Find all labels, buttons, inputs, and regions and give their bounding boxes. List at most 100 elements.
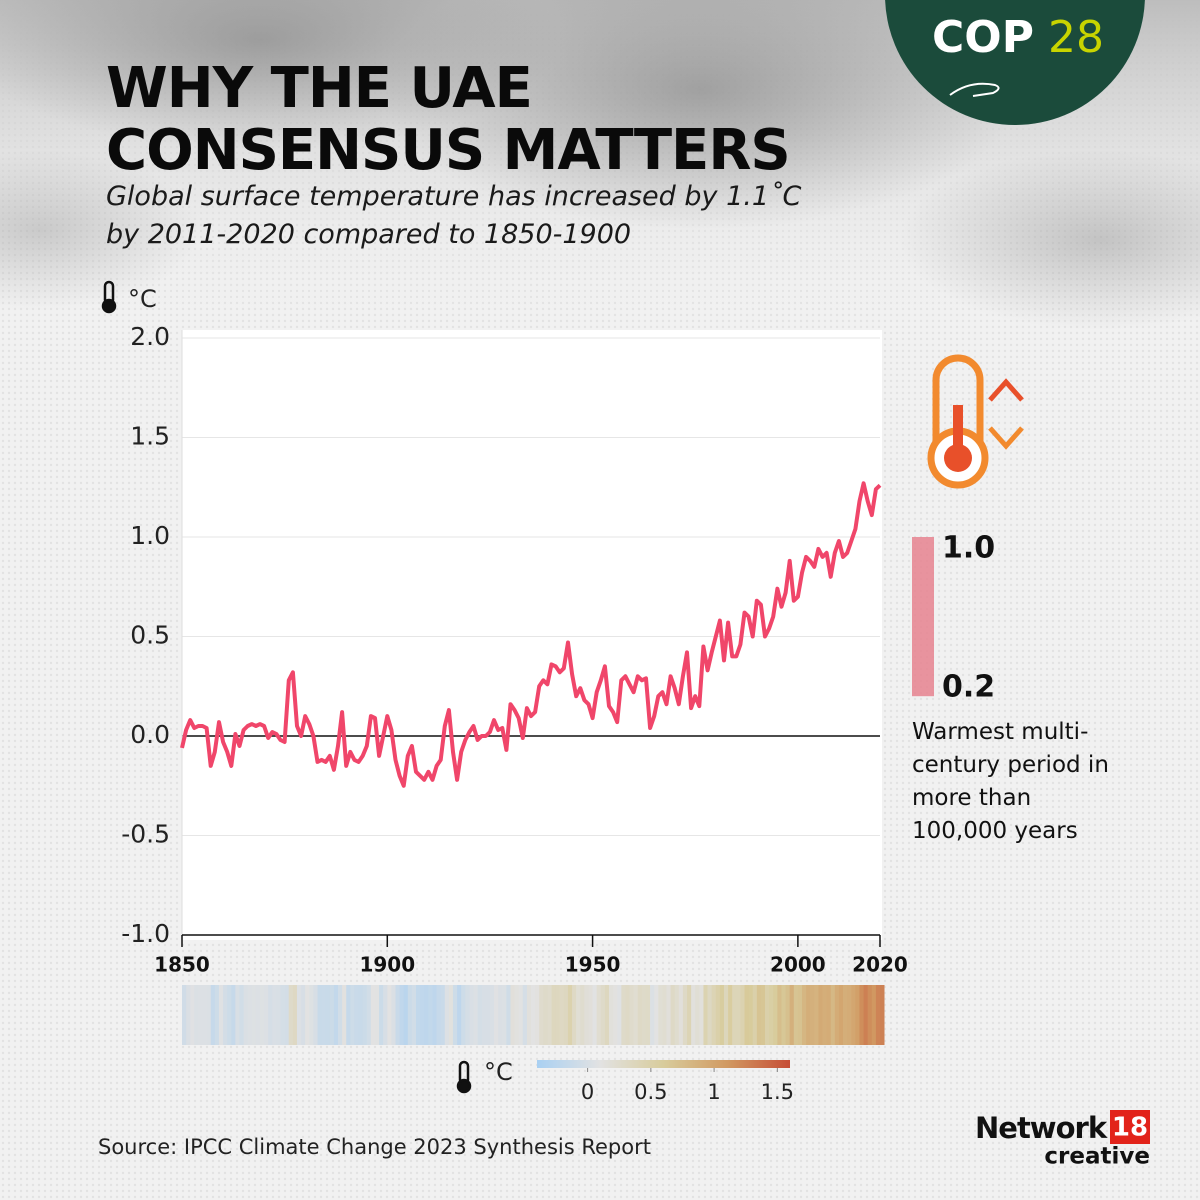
stripe xyxy=(227,985,232,1045)
stripe xyxy=(231,985,236,1045)
stripe xyxy=(547,985,552,1045)
stripe xyxy=(707,985,713,1045)
stripe xyxy=(338,985,343,1045)
stripe xyxy=(309,985,314,1045)
stripe xyxy=(744,985,750,1045)
stripe xyxy=(543,985,548,1045)
stripe xyxy=(358,985,364,1045)
stripe xyxy=(379,985,384,1045)
stripe xyxy=(321,985,327,1045)
stripe xyxy=(691,985,696,1045)
stripe xyxy=(604,985,610,1045)
stripe xyxy=(732,985,737,1045)
stripe xyxy=(810,985,815,1045)
stripe xyxy=(276,985,281,1045)
stripe xyxy=(333,985,339,1045)
stripe xyxy=(251,985,257,1045)
warming-icon xyxy=(927,354,1024,489)
stripe xyxy=(814,985,819,1045)
stripe xyxy=(859,985,864,1045)
stripe xyxy=(428,985,433,1045)
stripe xyxy=(452,985,458,1045)
stripe xyxy=(305,985,310,1045)
stripe xyxy=(703,985,708,1045)
stripe xyxy=(867,985,873,1045)
stripe xyxy=(793,985,799,1045)
stripe xyxy=(687,985,692,1045)
y-tick-label: 2.0 xyxy=(130,322,170,351)
colorbar xyxy=(537,1060,790,1068)
stripe xyxy=(522,985,528,1045)
stripe xyxy=(457,985,462,1045)
stripe xyxy=(609,985,614,1045)
stripe xyxy=(801,985,807,1045)
stripe xyxy=(678,985,684,1045)
stripe xyxy=(243,985,249,1045)
stripe xyxy=(424,985,429,1045)
stripe xyxy=(637,985,643,1045)
thermometer-icon xyxy=(456,1060,472,1094)
stripe xyxy=(235,985,240,1045)
stripe xyxy=(440,985,446,1045)
stripe xyxy=(629,985,635,1045)
stripe xyxy=(830,985,836,1045)
stripe xyxy=(477,985,483,1045)
stripe xyxy=(765,985,770,1045)
x-tick-label: 1950 xyxy=(565,953,621,977)
stripe xyxy=(387,985,392,1045)
brand-name: Network xyxy=(975,1111,1108,1145)
stripe xyxy=(506,985,511,1045)
x-tick-label: 1900 xyxy=(359,953,415,977)
stripe xyxy=(296,985,302,1045)
range-label: 0.2 xyxy=(942,670,995,705)
stripe xyxy=(682,985,688,1045)
stripe xyxy=(247,985,253,1045)
stripe xyxy=(723,985,729,1045)
stripe xyxy=(370,985,376,1045)
stripe xyxy=(576,985,581,1045)
stripe xyxy=(806,985,811,1045)
stripe xyxy=(362,985,368,1045)
stripe xyxy=(818,985,823,1045)
colorbar-tick-label: 1.5 xyxy=(761,1080,794,1104)
stripe xyxy=(875,985,881,1045)
stripe xyxy=(617,985,622,1045)
stripe xyxy=(502,985,507,1045)
chart-title: WHY THE UAE CONSENSUS MATTERS xyxy=(106,56,791,183)
brand-box xyxy=(1110,1110,1150,1144)
stripe xyxy=(255,985,261,1045)
stripe xyxy=(223,985,228,1045)
stripe xyxy=(346,985,351,1045)
stripe xyxy=(641,985,647,1045)
stripe xyxy=(588,985,593,1045)
stripe xyxy=(264,985,269,1045)
stripe xyxy=(645,985,651,1045)
range-bar xyxy=(912,537,934,697)
stripe xyxy=(395,985,401,1045)
y-tick-label: 0.0 xyxy=(130,720,170,749)
stripe xyxy=(613,985,618,1045)
stripe xyxy=(436,985,442,1045)
stripe xyxy=(284,985,290,1045)
cloud xyxy=(0,150,200,310)
stripe xyxy=(206,985,212,1045)
stripe xyxy=(695,985,700,1045)
stripe xyxy=(494,985,499,1045)
stripe xyxy=(567,985,573,1045)
logo-hands xyxy=(949,82,1000,97)
stripe xyxy=(535,985,540,1045)
thermometer-icon xyxy=(101,280,117,314)
stripe xyxy=(465,985,470,1045)
stripe xyxy=(559,985,565,1045)
stripe xyxy=(855,985,860,1045)
stripe xyxy=(461,985,466,1045)
cloud xyxy=(900,150,1200,330)
stripe xyxy=(838,985,844,1045)
stripe xyxy=(769,985,774,1045)
stripe xyxy=(350,985,355,1045)
stripe xyxy=(650,985,655,1045)
stripe xyxy=(600,985,606,1045)
stripe xyxy=(354,985,359,1045)
y-tick-label: -0.5 xyxy=(121,820,170,849)
stripe xyxy=(214,985,220,1045)
